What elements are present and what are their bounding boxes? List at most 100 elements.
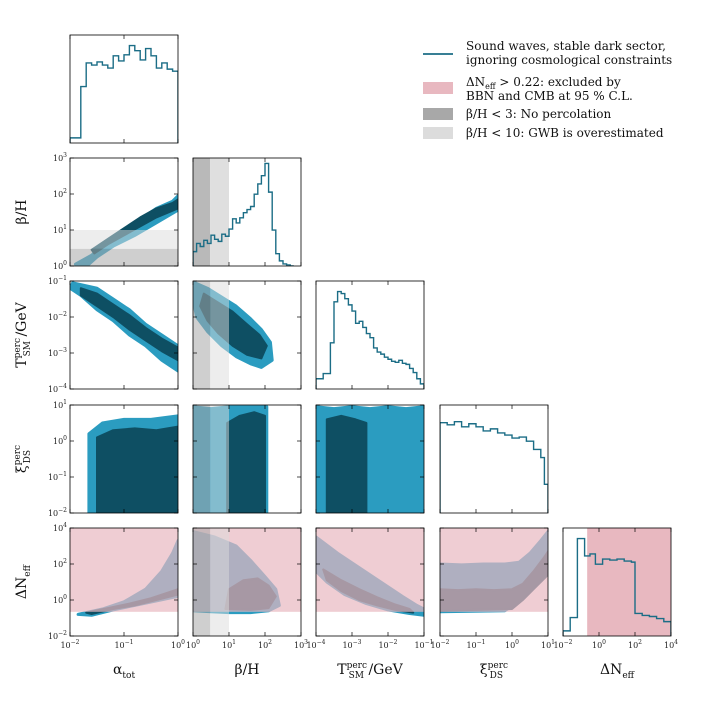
panel-plot-area (70, 44, 178, 143)
legend-dark-gray-swatch (423, 108, 453, 120)
panel-plot-area (70, 194, 178, 266)
y-tick-label: 100 (53, 435, 67, 446)
panel-alpha-vs-beta: 100 101 102 103 β/H (14, 152, 179, 271)
no-percolation-band (193, 158, 211, 266)
panel-alpha-vs-T: 10−4 10−3 10−2 10−1 TpercSM /GeV (13, 275, 179, 394)
panel-hist-xi (439, 404, 549, 514)
panel-frame (192, 157, 302, 267)
x-tick-label: 102 (628, 639, 642, 650)
panel-frame (439, 404, 549, 514)
gwb-overestimated-band (210, 281, 229, 389)
y-tick-label: 10−4 (48, 383, 67, 394)
x-tick-label: 103 (294, 639, 308, 650)
legend-sound-waves-line2: ignoring cosmological constraints (466, 53, 672, 67)
excluded-region (587, 528, 671, 636)
legend-neff-excluded: ΔNeff > 0.22: excluded by BBN and CMB at… (423, 75, 633, 103)
panel-hist-alpha (69, 34, 179, 144)
y-tick-label: 101 (53, 399, 67, 410)
panel-frame (69, 34, 179, 144)
y-tick-label: 103 (53, 152, 67, 163)
panel-plot-area (316, 405, 424, 513)
panel-frame (315, 280, 425, 390)
panel-plot-area (70, 528, 178, 617)
x-tick-label: 10−3 (342, 639, 361, 650)
x-tick-label: 10−2 (60, 639, 79, 650)
y-tick-label: 100 (53, 260, 67, 271)
no-percolation-band (193, 281, 211, 389)
panel-plot-area (316, 290, 424, 389)
y-tick-label: 100 (53, 594, 67, 605)
x-tick-label: 10−2 (378, 639, 397, 650)
panel-hist-T (315, 280, 425, 390)
excluded-region (440, 528, 548, 612)
y-tick-label: 10−1 (48, 275, 67, 286)
x-tick-label: 101 (222, 639, 236, 650)
x-tick-label: 10−1 (114, 639, 133, 650)
histogram-step-line (440, 420, 548, 513)
panel-T-vs-xi (315, 404, 425, 514)
gwb-overestimated-band (210, 405, 229, 513)
panel-beta-vs-T (192, 280, 302, 390)
panel-plot-area (193, 281, 274, 389)
y-tick-label: 102 (53, 558, 67, 569)
panel-T-vs-neff: 10−4 10−3 10−2 10−1 Tperc SM /GeV (306, 527, 434, 681)
panel-xi-vs-neff: 10−2 10−1 100 101 ξperc DS (430, 527, 555, 681)
panel-alpha-vs-neff: 10−2 10−1 100 10−2 100 102 104 αtot ΔNeff (14, 522, 185, 681)
panel-plot-area (563, 528, 671, 636)
panel-hist-neff: 10−2 100 102 104 ΔNeff (553, 527, 678, 681)
x-tick-label: 104 (664, 639, 678, 650)
panel-plot-area (440, 528, 548, 614)
no-percolation-band (70, 248, 178, 266)
excluded-region (316, 528, 424, 612)
legend-sound-waves-line1: Sound waves, stable dark sector, (466, 39, 666, 53)
panel-frame (192, 280, 302, 390)
panel-frame (192, 527, 302, 637)
x-tick-label: 100 (171, 639, 185, 650)
x-tick-label: 100 (186, 639, 200, 650)
contour-68 (226, 411, 266, 513)
y-tick-label: 10−2 (48, 630, 67, 641)
y-tick-label: 10−1 (48, 471, 67, 482)
x-tick-label: 10−2 (553, 639, 572, 650)
axis-label-beta: β/H (234, 662, 259, 678)
histogram-step-line (193, 162, 294, 266)
panel-plot-area (193, 158, 294, 266)
legend-sound-waves: Sound waves, stable dark sector, ignorin… (423, 39, 672, 67)
panel-plot-area (193, 405, 269, 513)
panel-plot-area (440, 420, 548, 513)
legend-gwb-overestimated-text: β/H < 10: GWB is overestimated (466, 126, 664, 140)
legend-pink-swatch (423, 82, 453, 94)
panel-plot-area (193, 528, 301, 636)
x-tick-label: 10−4 (306, 639, 325, 650)
legend-gwb-overestimated: β/H < 10: GWB is overestimated (423, 126, 664, 140)
panel-plot-area (70, 281, 178, 373)
contour-68 (96, 425, 178, 513)
x-tick-label: 10−2 (430, 639, 449, 650)
legend-neff-excluded-line1: ΔNeff > 0.22: excluded by (466, 75, 621, 91)
y-tick-label: 102 (53, 188, 67, 199)
panel-alpha-vs-xi: 10−2 10−1 100 101 ξpercDS (13, 399, 179, 518)
axis-label-neff: ΔNeff (600, 662, 635, 681)
contour-68 (325, 414, 368, 513)
gwb-overestimated-band (210, 158, 229, 266)
histogram-step-line (70, 44, 178, 143)
gwb-overestimated-band (210, 528, 229, 636)
axis-label-beta: β/H (14, 199, 30, 224)
x-tick-label: 101 (541, 639, 555, 650)
panel-hist-beta (192, 157, 302, 267)
panel-beta-vs-neff: 100 101 102 103 β/H (186, 527, 308, 678)
panel-frame (439, 527, 549, 637)
y-tick-label: 10−3 (48, 347, 67, 358)
panel-frame (192, 404, 302, 514)
legend: Sound waves, stable dark sector, ignorin… (423, 39, 672, 140)
y-tick-label: 104 (53, 522, 67, 533)
x-tick-label: 100 (505, 639, 519, 650)
x-tick-label: 10−1 (414, 639, 433, 650)
excluded-region (70, 528, 178, 612)
contour-68 (79, 287, 178, 362)
y-tick-label: 10−2 (48, 507, 67, 518)
